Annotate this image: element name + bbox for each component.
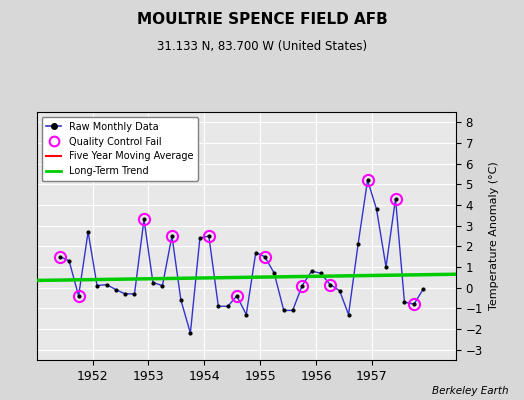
Legend: Raw Monthly Data, Quality Control Fail, Five Year Moving Average, Long-Term Tren: Raw Monthly Data, Quality Control Fail, … xyxy=(41,117,198,181)
Text: Berkeley Earth: Berkeley Earth xyxy=(432,386,508,396)
Text: MOULTRIE SPENCE FIELD AFB: MOULTRIE SPENCE FIELD AFB xyxy=(137,12,387,27)
Y-axis label: Temperature Anomaly (°C): Temperature Anomaly (°C) xyxy=(488,162,498,310)
Text: 31.133 N, 83.700 W (United States): 31.133 N, 83.700 W (United States) xyxy=(157,40,367,53)
